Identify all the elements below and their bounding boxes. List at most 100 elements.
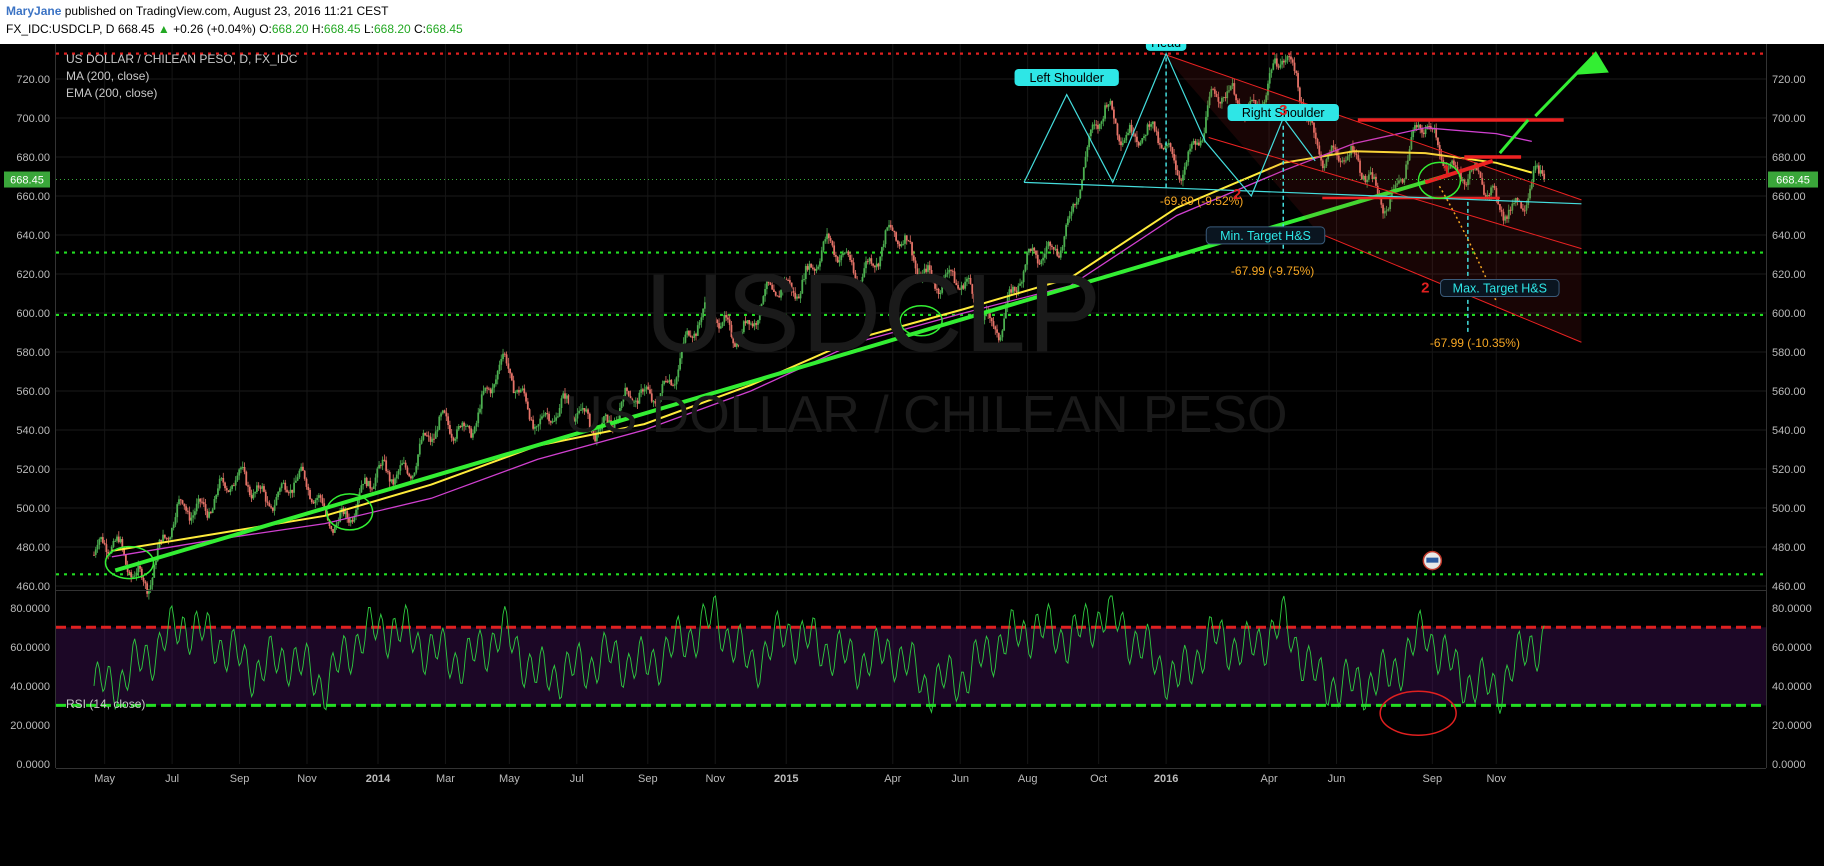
y-tick-label-left: 660.00 <box>16 191 50 203</box>
candle-body <box>955 283 958 286</box>
candle-body <box>450 433 453 438</box>
candle-body <box>271 507 274 511</box>
candle-body <box>838 260 841 263</box>
low-label: L: <box>363 22 374 36</box>
candle-body <box>813 268 816 271</box>
candle-body <box>1421 128 1423 133</box>
candle-body <box>626 387 628 391</box>
candle-body <box>1146 124 1149 135</box>
candle-body <box>757 320 759 325</box>
touch-circle <box>104 545 155 580</box>
candle-body <box>663 380 666 385</box>
candle-body <box>1343 160 1345 162</box>
candle-body <box>866 261 869 263</box>
channel-middle <box>1208 137 1582 250</box>
candle-body <box>661 384 664 394</box>
x-tick-label: May <box>499 773 520 785</box>
candle-body <box>1389 196 1392 209</box>
x-tick-label: Jun <box>951 773 969 785</box>
candle-body <box>819 261 821 267</box>
candle-body <box>553 420 556 422</box>
candle-body <box>402 462 405 464</box>
candle-body <box>585 409 588 412</box>
candle-body <box>843 252 846 254</box>
candle-body <box>665 380 667 382</box>
min-move-label: -67.99 (-9.75%) <box>1231 264 1314 278</box>
horizontal-levels <box>56 52 1766 576</box>
candle-body <box>1012 286 1014 293</box>
candle-body <box>973 293 975 303</box>
candle-body <box>884 230 887 245</box>
candle-body <box>721 322 724 327</box>
arrow-head <box>1574 51 1609 75</box>
candle-body <box>953 271 956 284</box>
candle-body <box>1141 138 1144 143</box>
candle-body <box>794 292 797 299</box>
candle-body <box>750 323 752 325</box>
candle-body <box>870 258 873 264</box>
candle-body <box>1174 160 1177 170</box>
candle-body <box>236 475 239 481</box>
y-tick-label-left: 720.00 <box>16 74 50 86</box>
candle-body <box>1219 101 1222 104</box>
candle-body <box>493 384 496 388</box>
candle-body <box>93 554 95 556</box>
candle-body <box>780 290 782 298</box>
candle-body <box>781 287 784 291</box>
candle-body <box>888 224 890 228</box>
candle-body <box>921 273 924 280</box>
candle-body <box>1235 94 1237 101</box>
candle-body <box>1314 132 1317 140</box>
candle-body <box>891 227 894 231</box>
candle-body <box>847 251 850 256</box>
candle-body <box>530 419 533 421</box>
candle-body <box>850 260 853 263</box>
candle-body <box>1429 126 1432 128</box>
candle-body <box>1383 211 1386 214</box>
candle-body <box>224 482 226 489</box>
candle-body <box>98 539 101 545</box>
candle-body <box>1013 286 1016 291</box>
candle-body <box>1043 253 1046 258</box>
candle-body <box>523 388 526 394</box>
candle-body <box>907 240 910 242</box>
candle-body <box>1438 145 1441 155</box>
candle-body <box>656 403 658 405</box>
close-value: 668.45 <box>426 22 463 36</box>
candle-body <box>1352 146 1354 152</box>
candle-body <box>372 486 375 489</box>
y-tick-label-right: 660.00 <box>1772 191 1806 203</box>
candle-body <box>574 418 577 422</box>
candle-body <box>1197 142 1200 146</box>
candle-body <box>291 489 294 493</box>
candle-body <box>997 332 1000 341</box>
candle-body <box>905 235 908 241</box>
candle-body <box>1194 140 1197 145</box>
candle-body <box>594 434 596 442</box>
rsi-tick-label-right: 20.0000 <box>1772 720 1812 732</box>
rsi-tick-label-right: 40.0000 <box>1772 681 1812 693</box>
candle-body <box>1281 60 1284 65</box>
candle-body <box>1543 173 1546 180</box>
candle-body <box>557 416 559 418</box>
candle-body <box>1417 124 1420 128</box>
candle-body <box>806 266 809 270</box>
annotations: Head Left Shoulder Right Shoulder Min. Targ… <box>1014 44 1560 571</box>
price-chart[interactable]: 740.00 740.00 720.00 720.00 700.00 700.00 680.… <box>0 44 1824 866</box>
candle-body <box>873 265 876 268</box>
candle-body <box>650 393 653 402</box>
candle-body <box>1288 56 1291 58</box>
touch-circle <box>899 305 943 337</box>
candle-body <box>1295 71 1298 74</box>
candle-body <box>1451 160 1454 164</box>
candle-body <box>404 462 407 468</box>
author-link[interactable]: MaryJane <box>6 4 62 18</box>
candle-body <box>395 474 398 479</box>
candle-body <box>680 349 683 359</box>
candle-body <box>783 279 786 288</box>
candle-body <box>132 576 134 578</box>
candle-body <box>190 517 193 521</box>
candle-body <box>463 422 465 427</box>
candle-body <box>925 268 928 272</box>
candle-body <box>758 306 761 321</box>
